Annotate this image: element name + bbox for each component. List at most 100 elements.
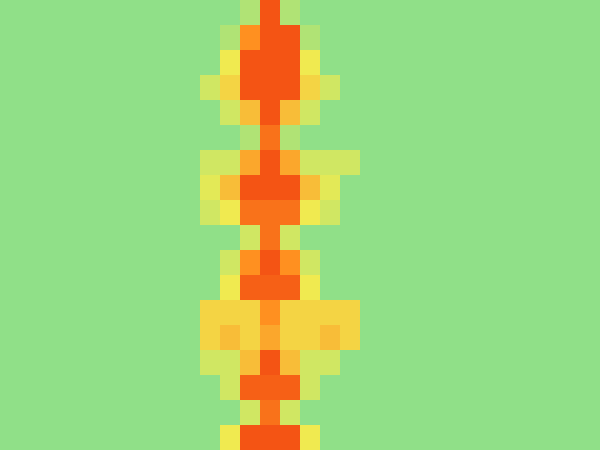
heat-cell <box>240 150 261 176</box>
heat-cell <box>60 300 81 326</box>
heat-cell <box>460 150 481 176</box>
heat-cell <box>100 200 121 226</box>
heat-cell <box>580 375 600 401</box>
heat-cell <box>160 0 181 26</box>
heat-cell <box>200 0 221 26</box>
heat-cell <box>80 425 101 450</box>
heat-cell <box>60 150 81 176</box>
heat-cell <box>220 150 241 176</box>
heat-cell <box>500 275 521 301</box>
heat-cell <box>180 125 201 151</box>
heat-cell <box>180 25 201 51</box>
heat-cell <box>120 125 141 151</box>
heat-cell <box>540 150 561 176</box>
heat-cell <box>220 50 241 76</box>
heat-cell <box>0 350 21 376</box>
heat-cell <box>100 75 121 101</box>
heat-cell <box>160 375 181 401</box>
heat-cell <box>60 0 81 26</box>
heat-cell <box>220 25 241 51</box>
heat-cell <box>260 175 281 201</box>
heat-cell <box>420 200 441 226</box>
heat-cell <box>420 25 441 51</box>
heat-cell <box>180 275 201 301</box>
heat-cell <box>20 225 41 251</box>
heat-cell <box>180 350 201 376</box>
heat-cell <box>420 175 441 201</box>
heat-cell <box>560 75 581 101</box>
heat-cell <box>320 0 341 26</box>
heat-cell <box>180 425 201 450</box>
heat-cell <box>280 75 301 101</box>
heat-cell <box>300 200 321 226</box>
heat-cell <box>500 50 521 76</box>
heat-cell <box>420 275 441 301</box>
heat-cell <box>400 0 421 26</box>
heat-cell <box>420 225 441 251</box>
heat-cell <box>120 425 141 450</box>
heat-cell <box>360 375 381 401</box>
heat-cell <box>340 0 361 26</box>
heat-cell <box>100 50 121 76</box>
heat-cell <box>300 325 321 351</box>
heat-cell <box>140 250 161 276</box>
heat-cell <box>220 250 241 276</box>
heat-cell <box>400 300 421 326</box>
heat-cell <box>420 100 441 126</box>
heat-cell <box>460 100 481 126</box>
heat-cell <box>560 175 581 201</box>
heat-cell <box>20 425 41 450</box>
heat-cell <box>560 425 581 450</box>
heat-cell <box>80 150 101 176</box>
heat-cell <box>80 325 101 351</box>
heat-cell <box>280 150 301 176</box>
heat-cell <box>100 25 121 51</box>
heat-cell <box>0 400 21 426</box>
heat-cell <box>260 275 281 301</box>
heat-cell <box>320 400 341 426</box>
heat-cell <box>480 25 501 51</box>
heat-cell <box>580 75 600 101</box>
heat-cell <box>360 25 381 51</box>
heat-cell <box>300 300 321 326</box>
heat-cell <box>500 375 521 401</box>
heat-cell <box>180 200 201 226</box>
heat-cell <box>80 50 101 76</box>
heat-cell <box>380 350 401 376</box>
heat-cell <box>240 250 261 276</box>
heat-cell <box>420 300 441 326</box>
heat-cell <box>520 200 541 226</box>
heat-cell <box>300 0 321 26</box>
heat-cell <box>180 0 201 26</box>
heat-cell <box>560 400 581 426</box>
heat-cell <box>160 100 181 126</box>
heat-cell <box>580 25 600 51</box>
heat-cell <box>440 225 461 251</box>
heat-cell <box>380 400 401 426</box>
heat-cell <box>160 75 181 101</box>
heat-cell <box>480 400 501 426</box>
heat-cell <box>560 50 581 76</box>
heat-cell <box>380 425 401 450</box>
heat-cell <box>380 150 401 176</box>
heat-cell <box>20 200 41 226</box>
heat-cell <box>60 225 81 251</box>
heat-cell <box>560 250 581 276</box>
heat-cell <box>560 0 581 26</box>
heat-cell <box>100 400 121 426</box>
heat-cell <box>180 300 201 326</box>
heat-cell <box>100 300 121 326</box>
heat-cell <box>180 175 201 201</box>
heat-cell <box>300 100 321 126</box>
heat-cell <box>0 25 21 51</box>
heat-cell <box>520 375 541 401</box>
heat-cell <box>400 375 421 401</box>
heat-cell <box>120 250 141 276</box>
heat-cell <box>400 200 421 226</box>
heat-cell <box>320 425 341 450</box>
heat-cell <box>460 50 481 76</box>
heat-cell <box>560 275 581 301</box>
heat-cell <box>60 275 81 301</box>
heat-cell <box>540 425 561 450</box>
heat-cell <box>160 400 181 426</box>
